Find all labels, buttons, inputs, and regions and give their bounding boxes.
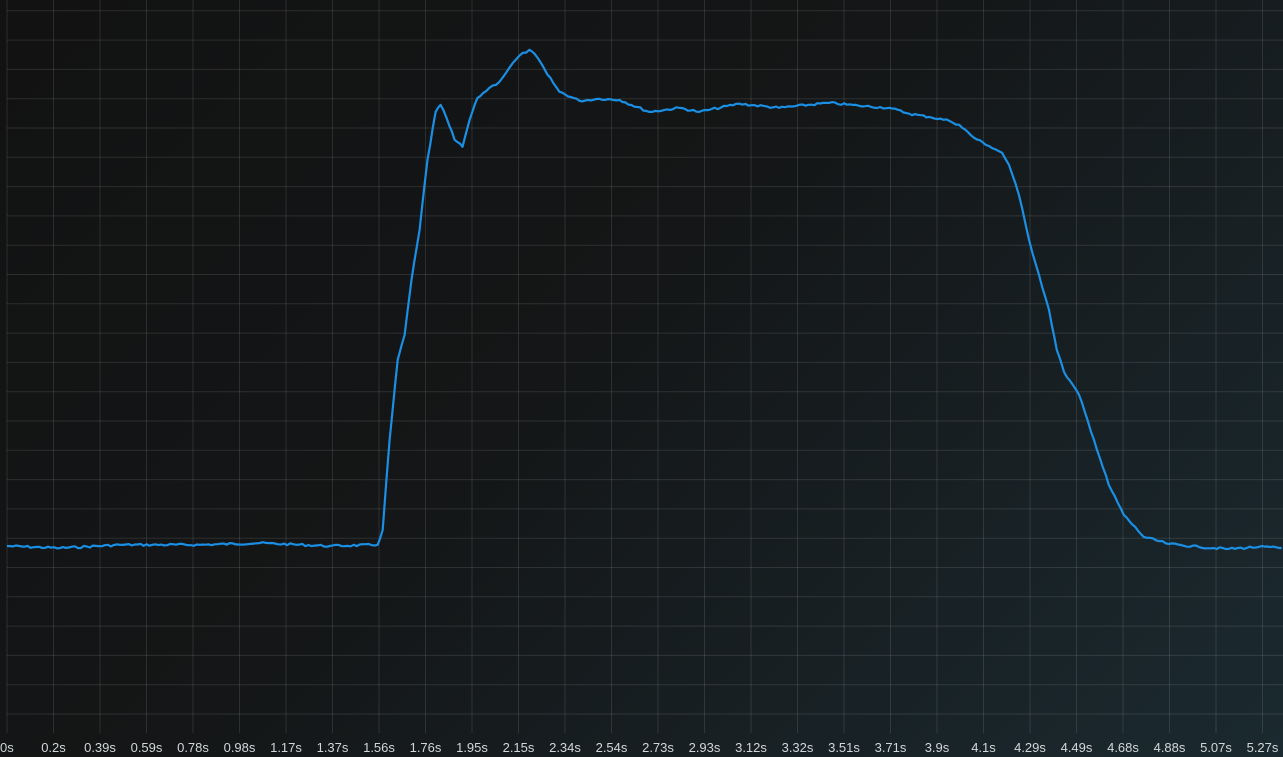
x-tick-label: 3.32s xyxy=(782,740,814,755)
x-tick-label: 3.9s xyxy=(925,740,950,755)
x-tick-label: 2.93s xyxy=(689,740,721,755)
x-tick-label: 2.34s xyxy=(549,740,581,755)
x-tick-label: 3.51s xyxy=(828,740,860,755)
x-tick-label: 0.39s xyxy=(84,740,116,755)
x-tick-label: 4.29s xyxy=(1014,740,1046,755)
x-tick-label: 5.07s xyxy=(1200,740,1232,755)
x-tick-label: 4.68s xyxy=(1107,740,1139,755)
x-tick-label: 2.73s xyxy=(642,740,674,755)
x-tick-label: 1.37s xyxy=(317,740,349,755)
x-tick-label: 1.17s xyxy=(270,740,302,755)
x-axis-ticks: 0s 0.2s 0.39s 0.59s 0.78s 0.98s 1.17s 1.37s 1.56… xyxy=(0,740,1279,755)
x-tick-label: 1.76s xyxy=(410,740,442,755)
x-tick-label: 2.54s xyxy=(596,740,628,755)
x-tick-label: 0.78s xyxy=(177,740,209,755)
x-tick-label: 5.27s xyxy=(1247,740,1279,755)
x-tick-label: 3.71s xyxy=(875,740,907,755)
grid xyxy=(6,0,1283,733)
series-line xyxy=(6,48,1282,551)
x-tick-label: 1.56s xyxy=(363,740,395,755)
x-tick-label: 4.88s xyxy=(1154,740,1186,755)
x-tick-label: 0.59s xyxy=(131,740,163,755)
x-tick-label: 0s xyxy=(0,740,14,755)
x-tick-label: 0.98s xyxy=(224,740,256,755)
x-tick-label: 0.2s xyxy=(41,740,66,755)
x-tick-label: 4.49s xyxy=(1061,740,1093,755)
x-tick-label: 2.15s xyxy=(503,740,535,755)
x-tick-label: 4.1s xyxy=(971,740,996,755)
x-tick-label: 3.12s xyxy=(735,740,767,755)
x-tick-label: 1.95s xyxy=(456,740,488,755)
